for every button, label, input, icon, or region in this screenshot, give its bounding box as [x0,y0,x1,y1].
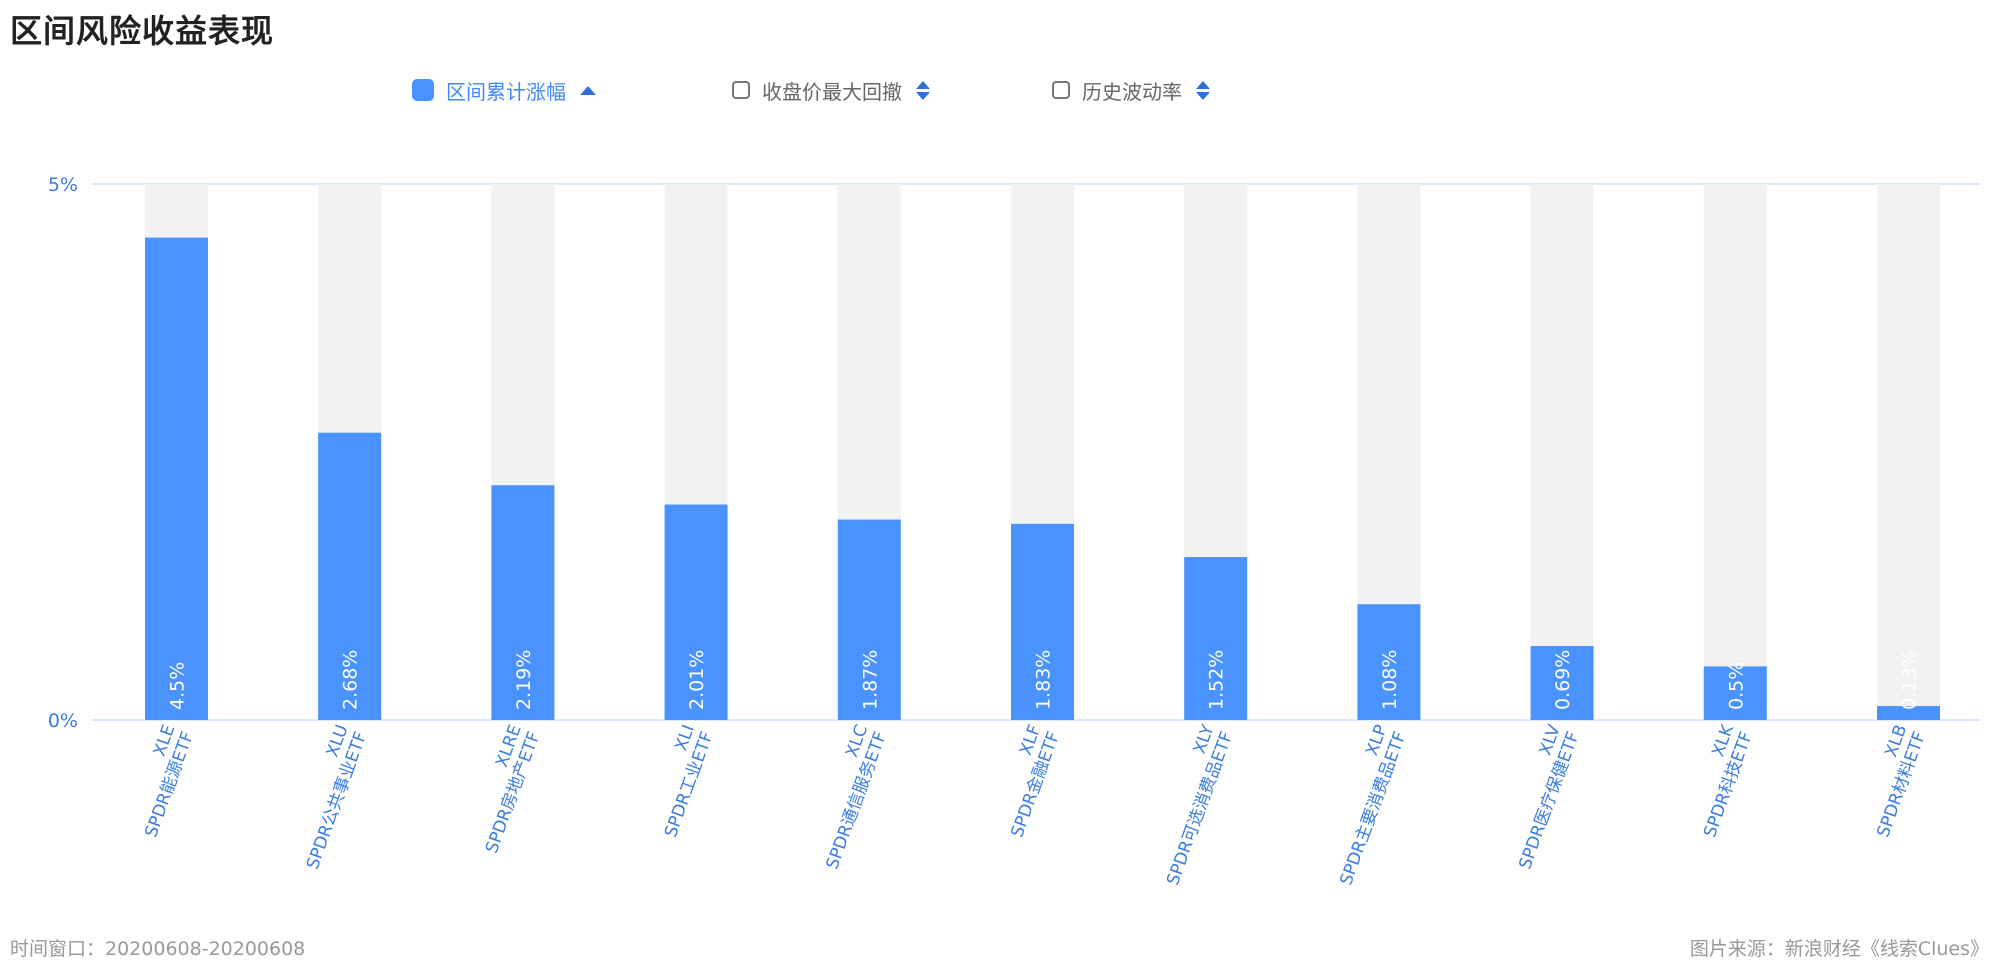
source-label: 图片来源：新浪财经《线索Clues》 [1689,938,1989,960]
bar-xlf[interactable] [1011,523,1074,720]
checkbox-checked-icon [412,79,434,101]
bar-xly[interactable] [1184,557,1248,720]
y-tick-label: 5% [48,174,78,196]
value-label: 0.13% [1899,650,1921,710]
bar-xlc[interactable] [837,519,901,720]
value-label: 4.5% [167,662,189,710]
checkbox-unchecked-icon [732,81,750,99]
bar-xli[interactable] [664,504,728,720]
bar-xlv[interactable] [1530,646,1594,720]
sort-asc-icon[interactable] [580,78,596,102]
bar-xlre[interactable] [491,485,555,720]
bar-xlb[interactable] [1877,706,1940,720]
value-label: 2.01% [686,650,708,710]
value-label: 1.87% [859,650,881,710]
bar-xle[interactable] [145,237,208,720]
bar-track [1703,184,1767,720]
bar-track [1530,184,1594,720]
bar-track [1877,184,1940,720]
tab-label: 区间累计涨幅 [446,79,566,104]
sort-toggle-icon[interactable] [916,78,930,102]
tab-cumulative-return[interactable]: 区间累计涨幅 [412,72,596,108]
value-label: 1.83% [1033,650,1055,710]
value-label: 1.52% [1206,650,1228,710]
value-label: 2.19% [513,650,535,710]
y-tick-label: 0% [48,710,78,732]
bar-xlu[interactable] [318,432,382,720]
bar-xlp[interactable] [1357,604,1421,720]
checkbox-unchecked-icon [1052,81,1070,99]
value-label: 2.68% [340,650,362,710]
tab-max-drawdown[interactable]: 收盘价最大回撤 [732,72,930,108]
value-label: 1.08% [1379,650,1401,710]
bar-xlk[interactable] [1703,666,1767,720]
page-title: 区间风险收益表现 [10,12,275,50]
time-window-label: 时间窗口：20200608-20200608 [10,938,306,960]
tab-label: 收盘价最大回撤 [762,79,902,104]
sort-toggle-icon[interactable] [1196,78,1210,102]
value-label: 0.69% [1552,650,1574,710]
tab-label: 历史波动率 [1082,79,1182,104]
value-label: 0.5% [1725,662,1747,710]
tab-volatility[interactable]: 历史波动率 [1052,72,1210,108]
metric-tabs: 区间累计涨幅 收盘价最大回撤 历史波动率 [0,72,1999,108]
